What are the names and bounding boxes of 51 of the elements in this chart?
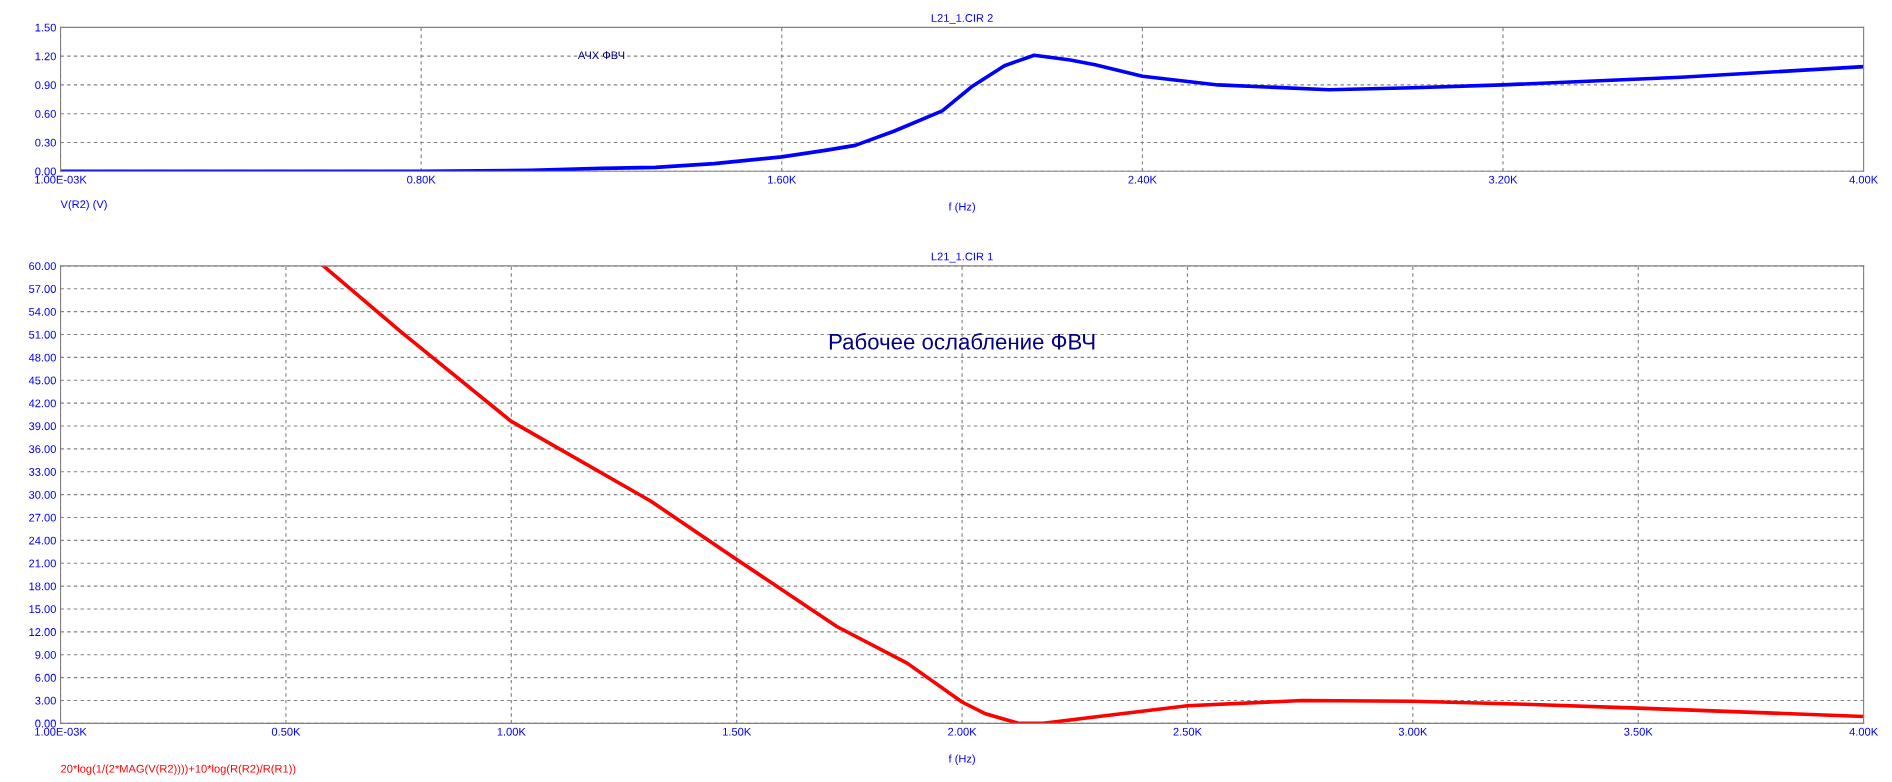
y-tick-label: 48.00	[28, 353, 56, 362]
y-tick-label: 27.00	[29, 513, 56, 522]
y-tick-label: 54.00	[29, 307, 56, 316]
y-tick-label: 9.00	[35, 651, 56, 659]
x-tick-label: 0.50K	[271, 727, 301, 736]
y-tick-label: 6.00	[35, 673, 56, 682]
y-tick-label: 0.30	[35, 138, 56, 147]
y-tick-label: 57.00	[29, 285, 56, 293]
y-tick-label: 1.20	[35, 52, 56, 61]
y-tick-label: 33.00	[29, 468, 56, 476]
x-tick-label: 2.50K	[1173, 727, 1202, 736]
x-tick-label: 1.00E-03K	[35, 175, 87, 184]
annotation: АЧХ ФВЧ	[577, 51, 625, 60]
x-tick-label: 0.80K	[407, 175, 436, 184]
text: 20*log(1/(2*MAG(V(R2))))+10*log(R(R2)/R(R1))	[61, 764, 296, 775]
y-tick-label: 12.00	[29, 628, 56, 636]
x-tick-label: 4.00K	[1849, 175, 1879, 184]
y-tick-label: 30.00	[29, 490, 56, 499]
x-tick-label: 4.00K	[1849, 727, 1879, 736]
y-tick-label: 45.00	[28, 376, 56, 385]
y-tick-label: 21.00	[29, 559, 56, 568]
y-tick-label: 24.00	[29, 536, 56, 545]
chart-title: L21_1.CIR 2	[931, 14, 993, 25]
x-tick-label: 2.00K	[948, 727, 977, 736]
y-tick-label: 36.00	[29, 445, 56, 453]
y-tick-label: 18.00	[29, 582, 56, 591]
x-tick-label: 1.60K	[768, 175, 797, 184]
x-tick-label: 1.50K	[723, 727, 752, 736]
x-axis-title: f (Hz)	[948, 754, 975, 765]
y-tick-label: 0.00	[35, 167, 56, 176]
line-series	[321, 265, 1864, 724]
y-tick-label: 0.00	[35, 719, 56, 728]
y-tick-label: 15.00	[29, 605, 56, 614]
y-tick-label: 51.00	[29, 330, 56, 339]
annotation: Рабочее ослабление ФВЧ	[829, 333, 1095, 350]
x-axis-title: f (Hz)	[948, 202, 975, 213]
y-tick-label: 39.00	[29, 422, 56, 431]
y-tick-label: 1.50	[35, 23, 56, 32]
x-tick-label: 3.00K	[1398, 727, 1428, 736]
chart-title: L21_1.CIR 1	[931, 252, 993, 263]
x-tick-label: 1.00K	[497, 727, 526, 736]
y-tick-label: 0.90	[35, 81, 56, 90]
y-tick-label: 0.60	[35, 109, 56, 118]
x-tick-label: 2.40K	[1128, 175, 1157, 184]
x-tick-label: 3.20K	[1488, 175, 1518, 184]
y-tick-label: 3.00	[35, 696, 56, 705]
y-tick-label: 60.00	[29, 262, 56, 271]
text: V(R2) (V)	[60, 200, 107, 211]
x-tick-label: 1.00E-03K	[35, 727, 87, 736]
x-tick-label: 3.50K	[1624, 727, 1653, 736]
y-tick-label: 42.00	[28, 399, 56, 408]
